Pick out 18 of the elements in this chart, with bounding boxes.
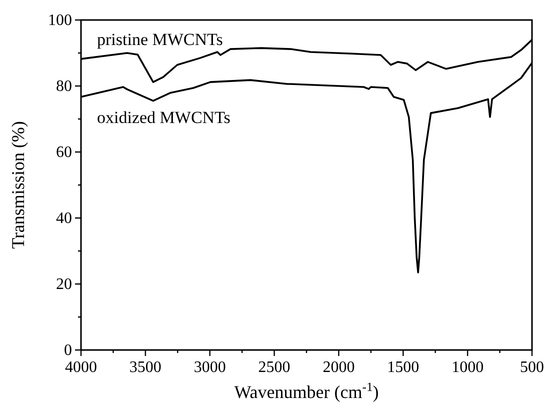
x-tick-label: 4000 [65,359,97,376]
series-label: pristine MWCNTs [97,30,223,49]
x-tick-label: 3500 [129,359,162,376]
y-tick-label: 60 [56,144,72,161]
x-axis-title: Wavenumber (cm$^{-1}$) [234,380,379,402]
x-tick-label: 2500 [258,359,290,376]
x-tick-label: 3000 [194,359,226,376]
y-tick-label: 100 [48,12,72,29]
y-axis-title: Transmission (%) [8,121,28,249]
series-label: oxidized MWCNTs [97,108,230,127]
x-tick-label: 1500 [387,359,420,376]
x-tick-label: 500 [520,359,544,376]
y-tick-label: 0 [64,342,72,359]
y-tick-label: 80 [56,78,72,95]
y-tick-label: 20 [56,276,72,293]
y-tick-label: 40 [56,210,72,227]
x-tick-label: 2000 [322,359,355,376]
x-tick-label: 1000 [452,359,484,376]
